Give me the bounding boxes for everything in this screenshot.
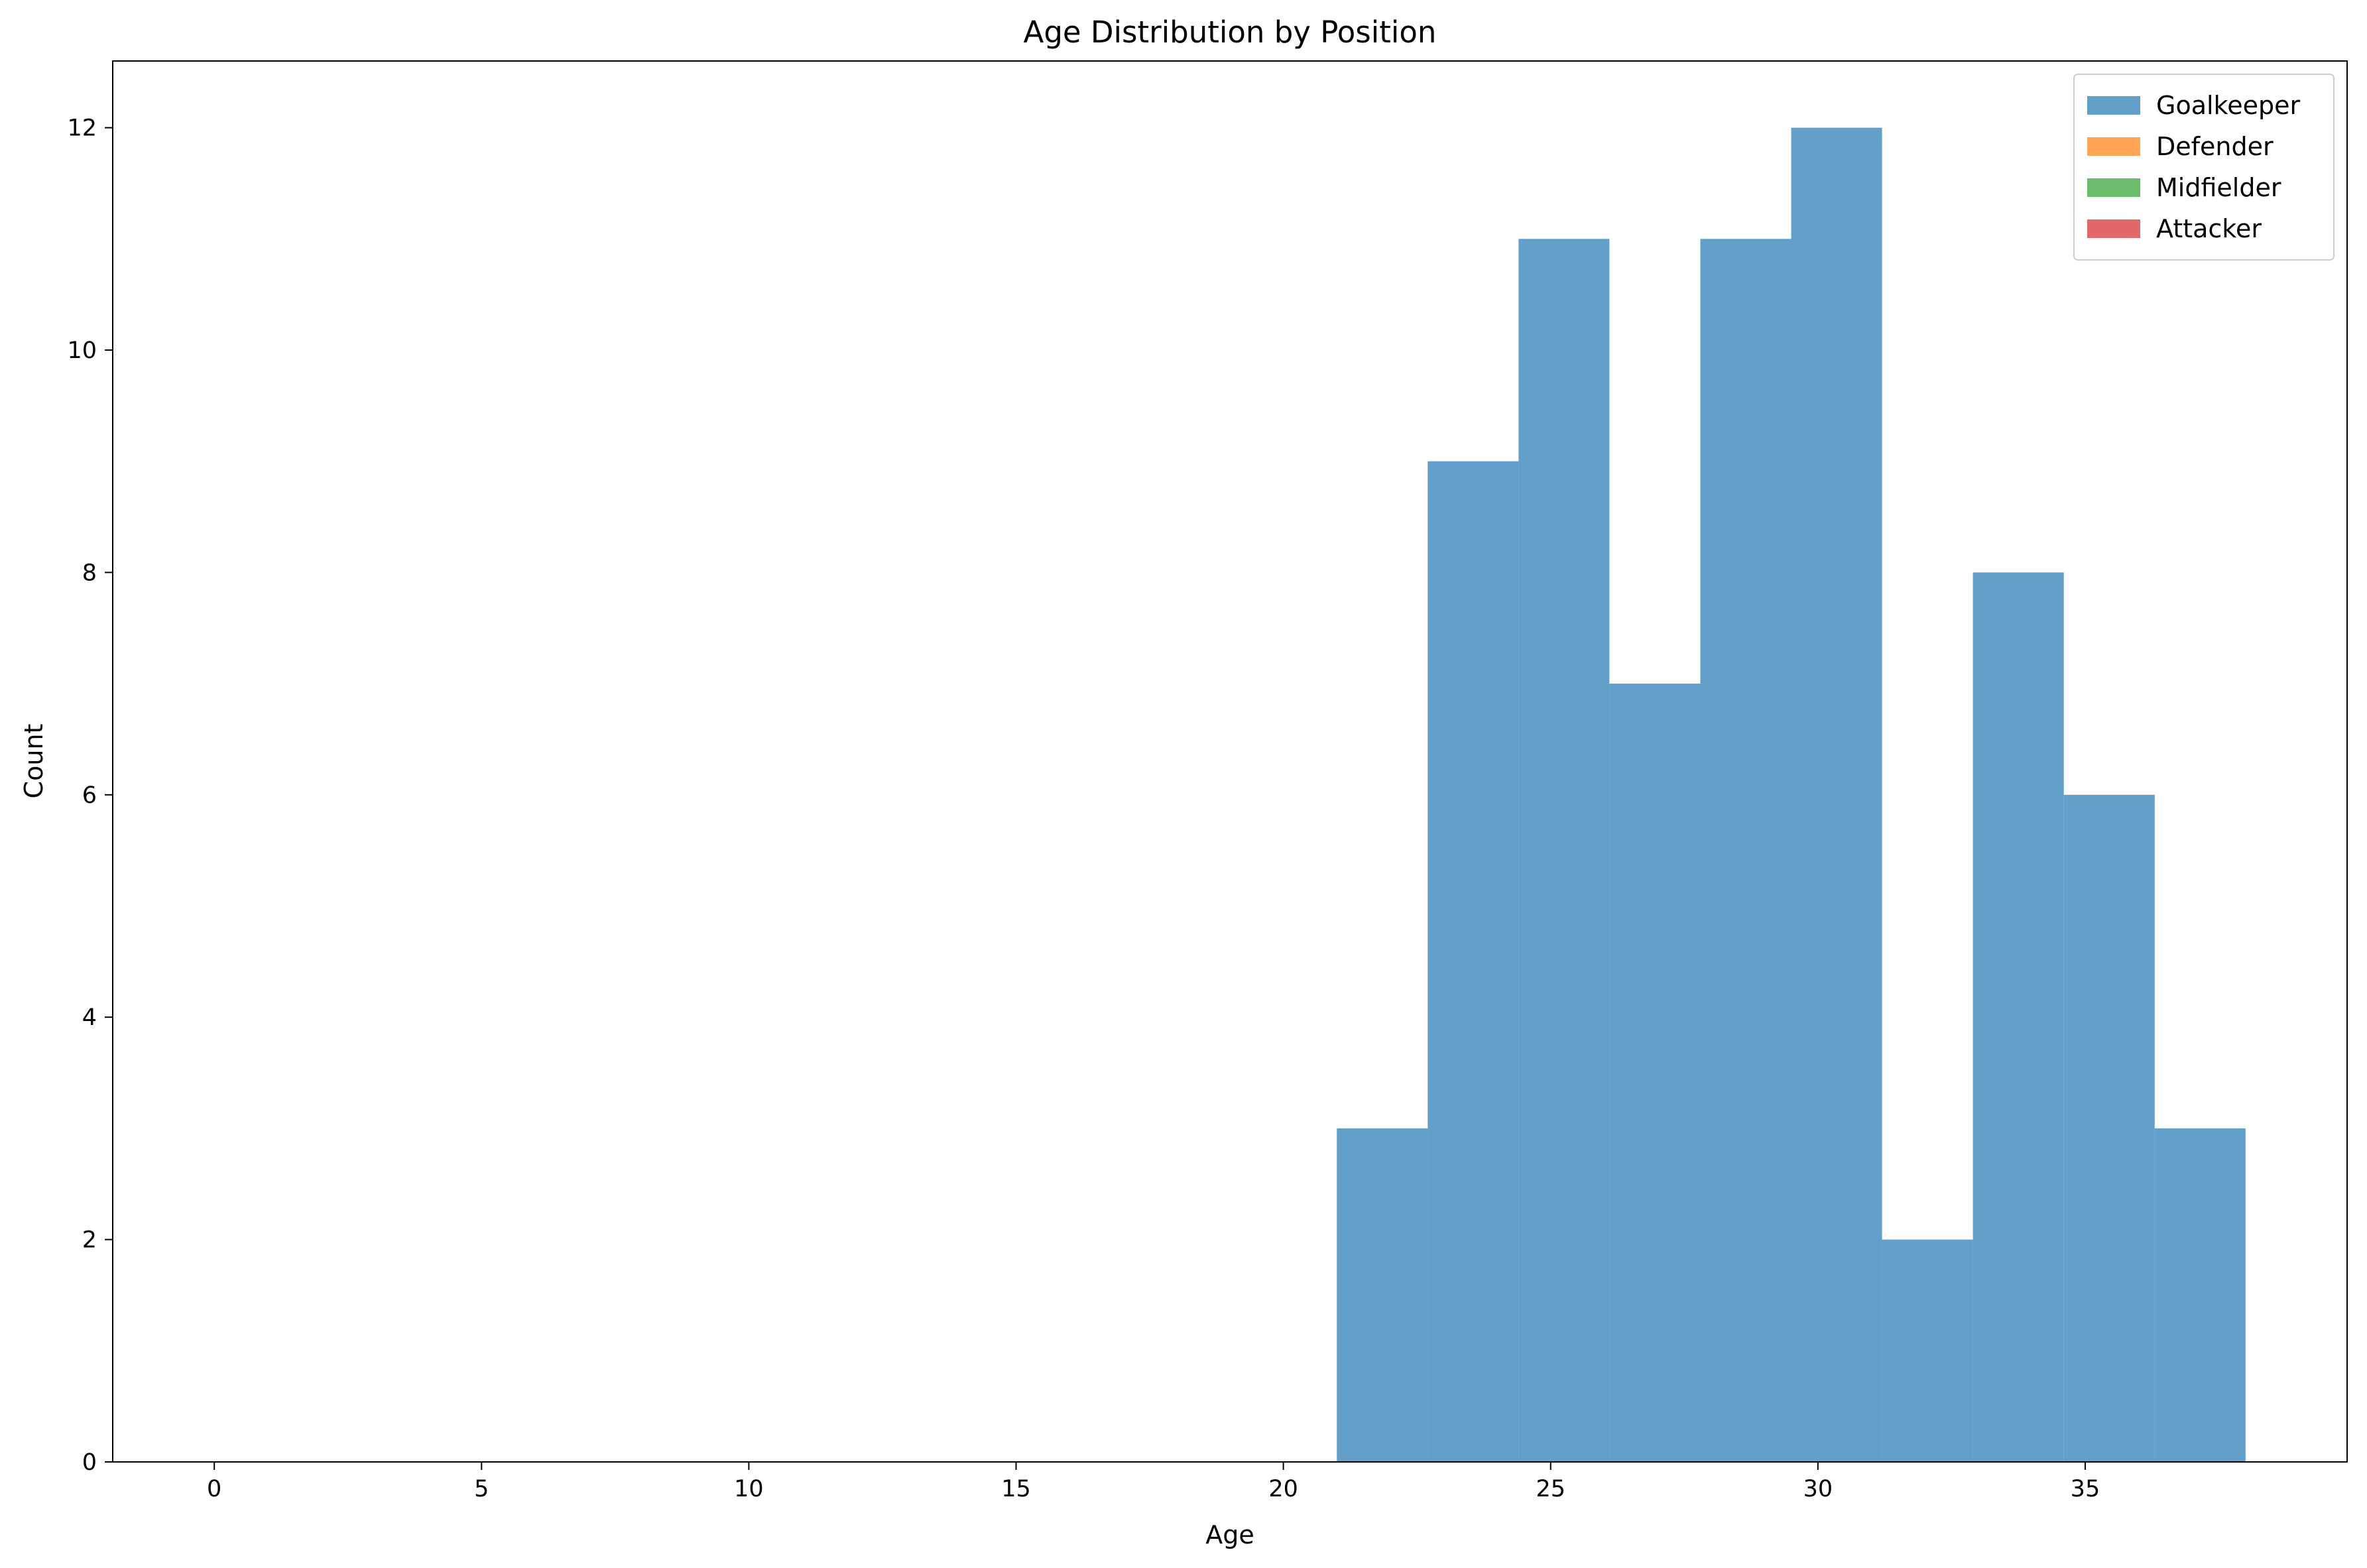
- y-tick-label-6: 12: [67, 115, 97, 142]
- bars-group: [1337, 127, 2246, 1463]
- y-tick-label-4: 8: [82, 560, 97, 586]
- legend-label-midfielder: Midfielder: [2156, 173, 2281, 202]
- x-tick-label-5: 25: [1536, 1476, 1565, 1502]
- x-axis-label: Age: [1205, 1520, 1254, 1549]
- legend: Goalkeeper Defender Midfielder Attacker: [2073, 74, 2335, 261]
- legend-swatch-goalkeeper: [2087, 96, 2140, 115]
- bar-goalkeeper-0: [1337, 1128, 1428, 1462]
- bar-goalkeeper-3: [1609, 684, 1701, 1462]
- bar-goalkeeper-7: [1972, 572, 2064, 1462]
- legend-swatch-midfielder: [2087, 178, 2140, 197]
- legend-swatch-defender: [2087, 137, 2140, 156]
- plot-frame: [112, 60, 2348, 1463]
- legend-swatch-attacker: [2087, 219, 2140, 238]
- y-tick-label-1: 2: [82, 1227, 97, 1254]
- bar-goalkeeper-5: [1791, 127, 1882, 1463]
- ticks-group: 0 5 10 15 20 25 30 35 0 2 4 6 8 10 12: [67, 115, 2100, 1502]
- bar-goalkeeper-8: [2063, 794, 2155, 1462]
- bar-goalkeeper-1: [1427, 461, 1519, 1462]
- y-tick-label-5: 10: [67, 337, 97, 364]
- x-tick-label-6: 30: [1803, 1476, 1833, 1502]
- x-tick-label-2: 10: [734, 1476, 764, 1502]
- x-tick-label-7: 35: [2071, 1476, 2100, 1502]
- x-tick-label-1: 5: [474, 1476, 489, 1502]
- bar-goalkeeper-4: [1700, 239, 1791, 1462]
- bar-goalkeeper-6: [1882, 1239, 1973, 1462]
- bar-goalkeeper-9: [2154, 1128, 2246, 1462]
- y-tick-label-0: 0: [82, 1449, 97, 1476]
- legend-label-goalkeeper: Goalkeeper: [2156, 91, 2300, 120]
- y-tick-label-2: 4: [82, 1004, 97, 1031]
- legend-label-defender: Defender: [2156, 132, 2274, 161]
- y-axis-label: Count: [19, 724, 48, 799]
- x-tick-label-0: 0: [207, 1476, 221, 1502]
- chart-title: Age Distribution by Position: [1024, 15, 1437, 50]
- bar-goalkeeper-2: [1518, 239, 1610, 1462]
- x-tick-label-3: 15: [1001, 1476, 1031, 1502]
- legend-box: [2073, 74, 2335, 261]
- legend-label-attacker: Attacker: [2156, 214, 2262, 243]
- x-tick-label-4: 20: [1268, 1476, 1298, 1502]
- y-tick-label-3: 6: [82, 782, 97, 809]
